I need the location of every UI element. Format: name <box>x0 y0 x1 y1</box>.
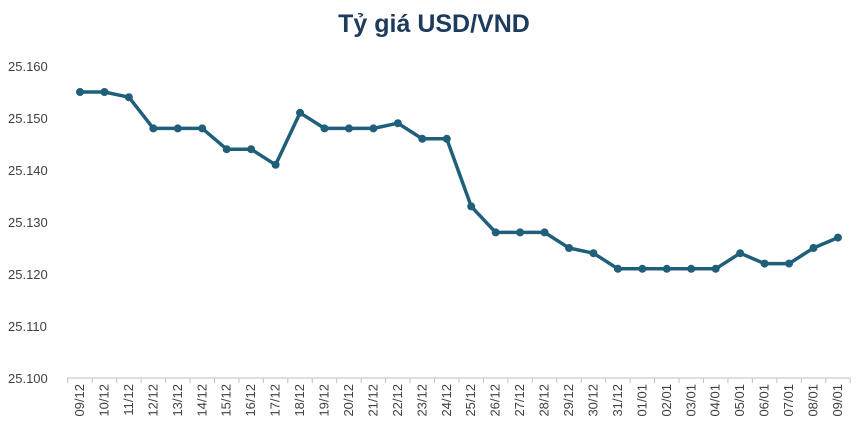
data-point <box>565 244 573 252</box>
x-tick-label: 25/12 <box>463 384 478 417</box>
data-point <box>613 264 622 273</box>
x-tick-label: 05/01 <box>732 384 747 417</box>
data-point <box>173 124 182 133</box>
data-point <box>736 249 745 258</box>
x-tick-label: 09/12 <box>72 384 87 417</box>
data-point <box>76 88 84 96</box>
data-point <box>687 264 696 273</box>
y-tick-label: 25.150 <box>8 111 48 126</box>
x-tick-label: 26/12 <box>488 384 503 417</box>
x-tick-label: 17/12 <box>268 384 283 417</box>
data-point <box>785 259 794 268</box>
x-tick-label: 22/12 <box>390 384 405 417</box>
y-tick-label: 25.140 <box>8 163 48 178</box>
x-tick-label: 20/12 <box>341 384 356 417</box>
data-point <box>760 259 769 268</box>
data-point <box>149 124 158 133</box>
data-point <box>442 134 451 143</box>
x-tick-label: 21/12 <box>365 384 380 417</box>
data-point <box>222 145 231 154</box>
x-tick-label: 28/12 <box>537 384 552 417</box>
x-tick-label: 02/01 <box>659 384 674 417</box>
data-point <box>124 93 133 102</box>
x-tick-label: 01/01 <box>634 384 649 417</box>
data-point <box>198 124 207 133</box>
y-tick-label: 25.160 <box>8 59 48 74</box>
data-point <box>393 119 402 128</box>
x-tick-label: 07/01 <box>781 384 796 417</box>
x-tick-label: 09/01 <box>830 384 845 417</box>
y-axis-ticks: 25.100 25.110 25.120 25.130 25.140 25.150 25.1… <box>8 59 48 386</box>
data-point <box>100 88 109 96</box>
data-point <box>662 264 671 273</box>
data-point <box>491 228 500 237</box>
x-tick-label: 04/01 <box>708 384 723 417</box>
data-point <box>467 202 476 211</box>
data-point <box>369 124 378 133</box>
x-tick-label: 23/12 <box>414 384 429 417</box>
x-tick-label: 12/12 <box>145 384 160 417</box>
x-tick-label: 18/12 <box>292 384 307 417</box>
x-tick-label: 10/12 <box>96 384 111 417</box>
y-tick-label: 25.120 <box>8 267 48 282</box>
x-tick-label: 06/01 <box>757 384 772 417</box>
data-point <box>833 233 842 242</box>
data-point <box>344 124 353 133</box>
y-tick-label: 25.100 <box>8 371 48 386</box>
x-tick-label: 14/12 <box>194 384 209 417</box>
x-tick-label: 08/01 <box>806 384 821 417</box>
y-tick-label: 25.130 <box>8 215 48 230</box>
x-tick-label: 24/12 <box>439 384 454 417</box>
series-line <box>78 90 840 271</box>
data-point <box>809 244 818 252</box>
y-tick-label: 25.110 <box>8 319 47 334</box>
series-group <box>76 88 842 273</box>
data-point <box>418 134 427 143</box>
x-tick-label: 29/12 <box>561 384 576 417</box>
x-tick-label: 27/12 <box>512 384 527 417</box>
data-point <box>271 160 280 169</box>
data-point <box>516 228 525 237</box>
x-tick-label: 15/12 <box>219 384 234 417</box>
x-tick-label: 03/01 <box>683 384 698 417</box>
data-point <box>247 145 256 154</box>
data-point <box>540 228 549 237</box>
x-tick-label: 13/12 <box>170 384 185 417</box>
x-tick-label: 19/12 <box>317 384 332 417</box>
chart-title: Tỷ giá USD/VND <box>338 10 530 38</box>
data-point <box>589 249 598 258</box>
x-axis-ticks: 09/12 10/12 11/12 12/12 13/12 14/12 15/12 16/12… <box>72 384 845 417</box>
chart-axes <box>67 377 851 383</box>
x-tick-label: 16/12 <box>243 384 258 417</box>
x-tick-label: 30/12 <box>585 384 600 417</box>
data-point <box>638 264 647 273</box>
data-point <box>711 264 720 273</box>
x-tick-label: 11/12 <box>121 384 136 416</box>
data-point <box>320 124 329 133</box>
data-point <box>296 108 305 117</box>
x-tick-label: 31/12 <box>610 384 625 417</box>
